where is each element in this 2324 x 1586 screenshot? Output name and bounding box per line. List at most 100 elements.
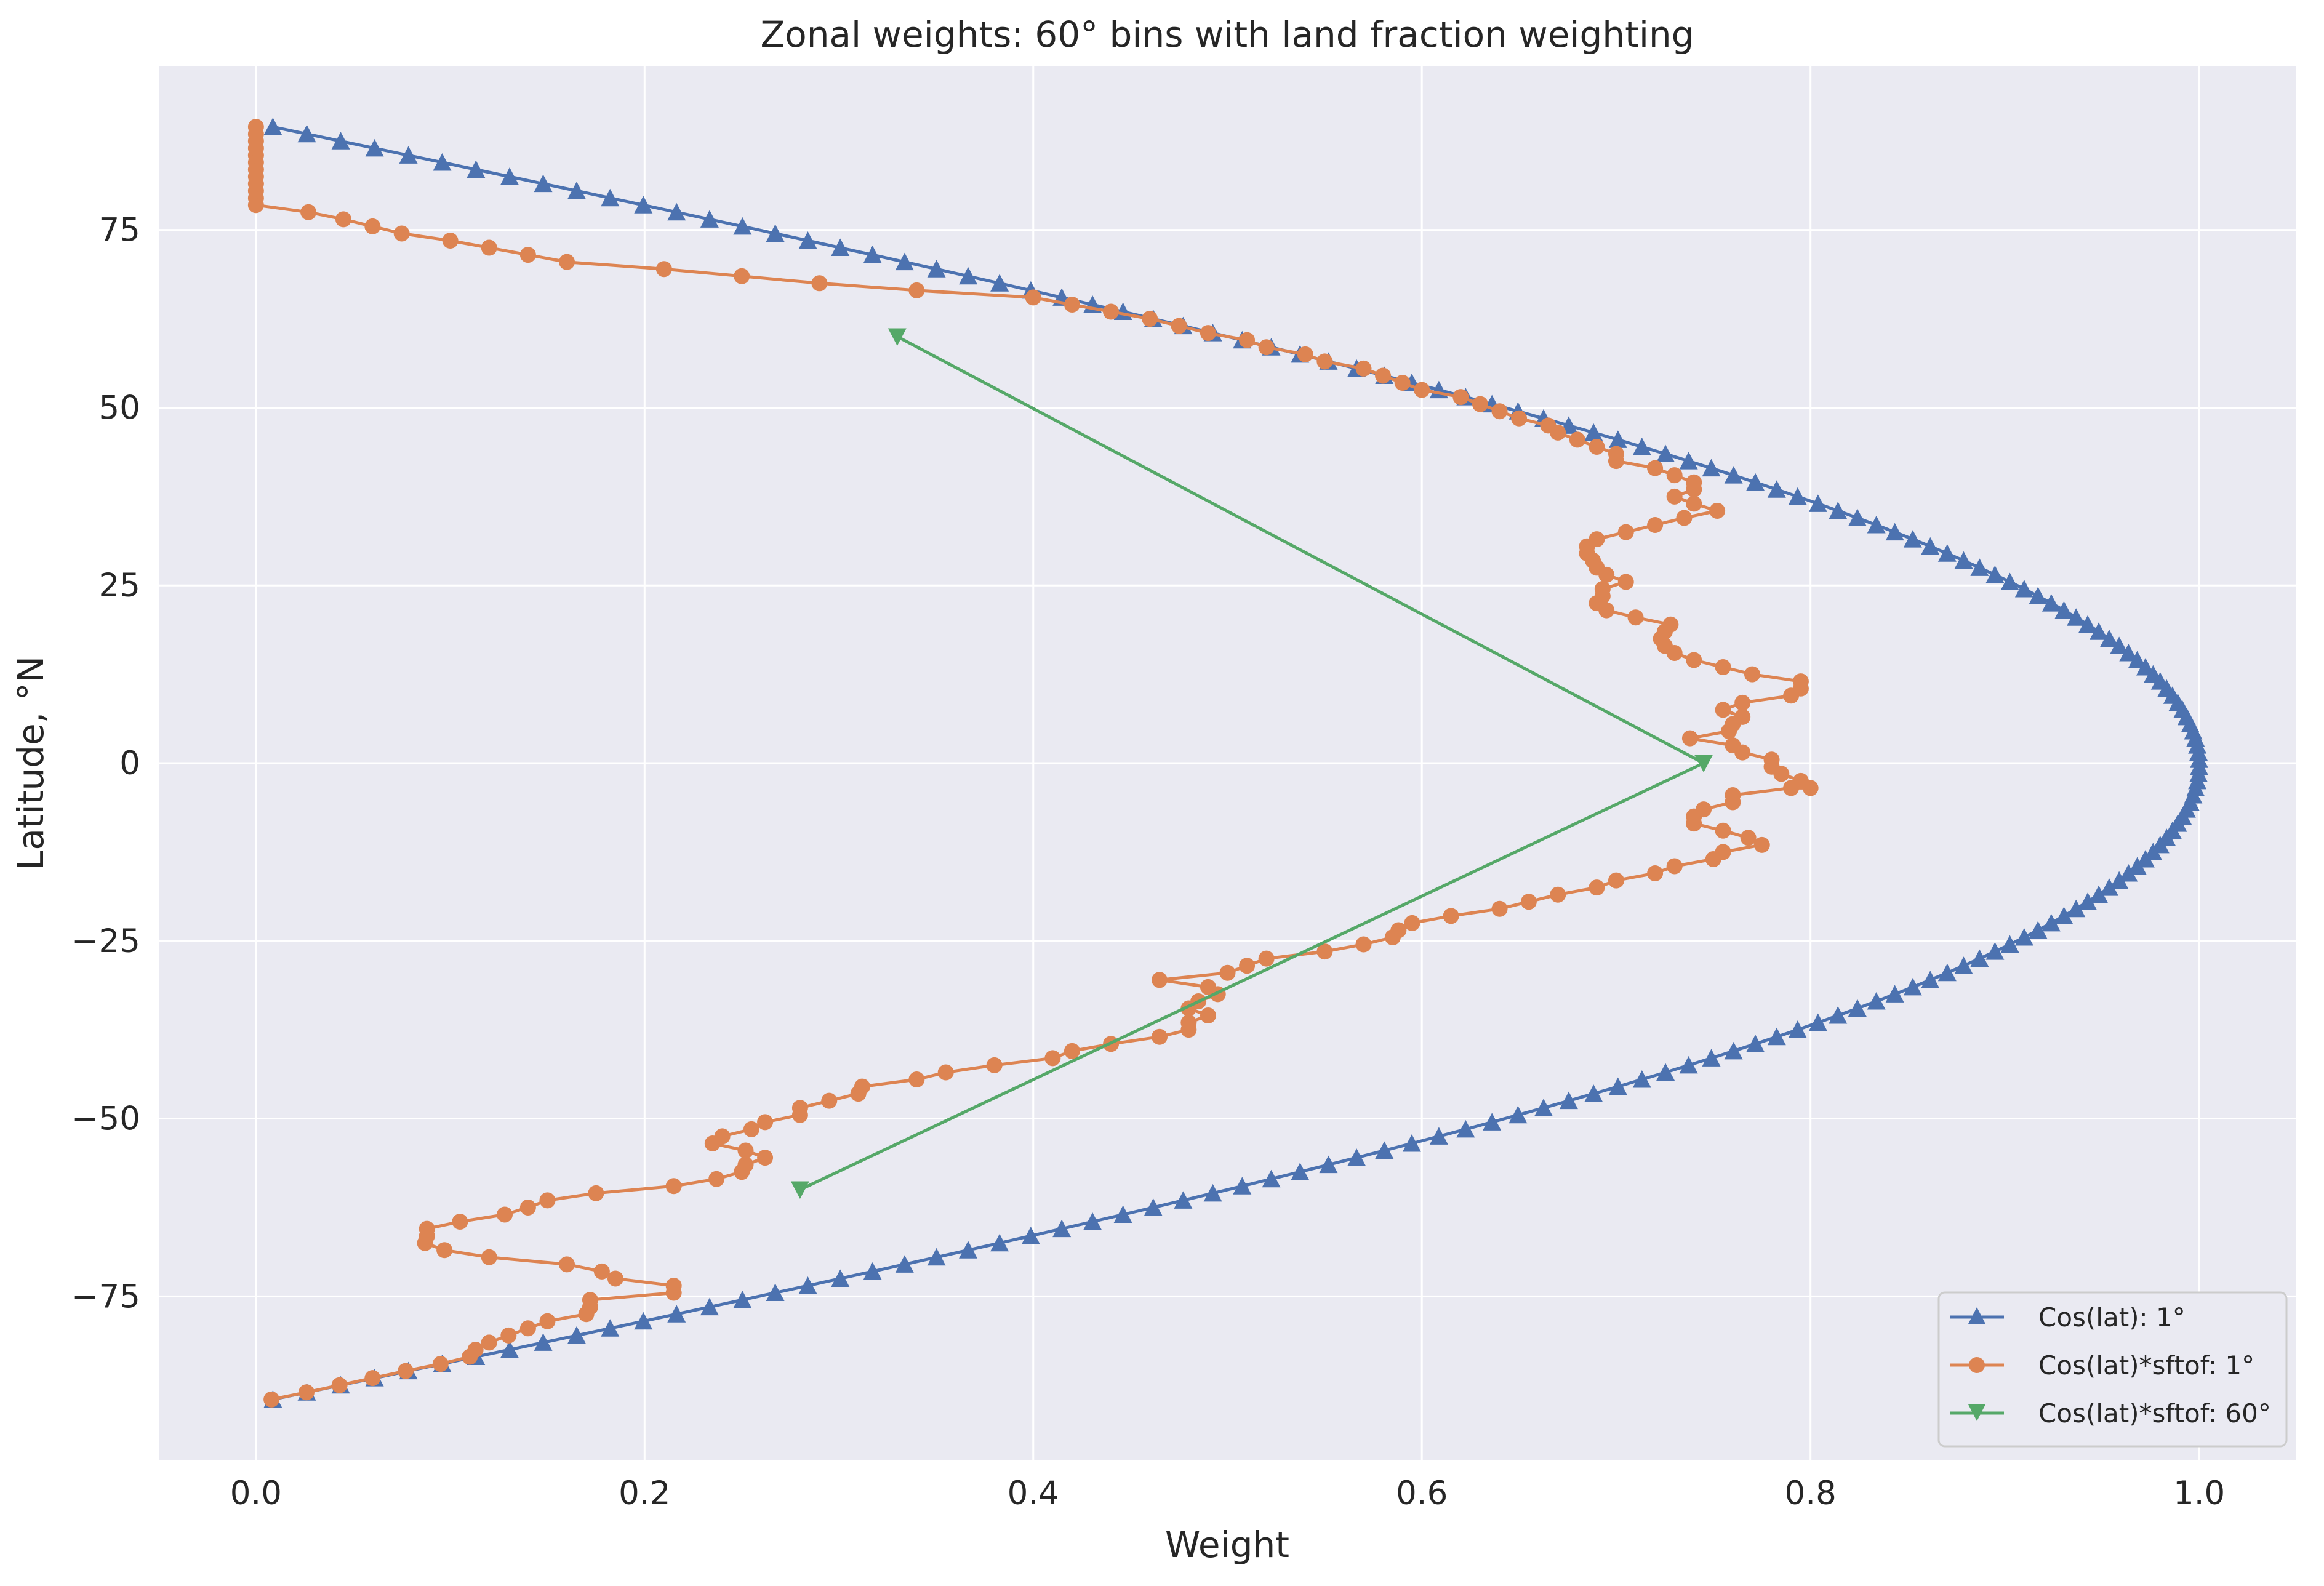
data-point: [1715, 659, 1731, 676]
data-point: [2000, 935, 2019, 953]
data-point: [1608, 872, 1624, 889]
data-point: [1390, 922, 1407, 939]
data-point: [1746, 1035, 1765, 1052]
legend-marker-cos-lat: [1968, 1307, 1985, 1324]
data-point: [700, 1297, 719, 1316]
data-point: [1921, 971, 1940, 988]
data-point: [601, 1319, 620, 1337]
data-point: [757, 1150, 774, 1166]
data-point: [766, 1283, 785, 1302]
data-point: [1355, 360, 1372, 377]
data-point: [1702, 459, 1721, 477]
data-point: [714, 1128, 731, 1145]
data-point: [1656, 444, 1675, 463]
data-point: [708, 1171, 725, 1187]
legend-label-cos-lat-sftof-60: Cos(lat)*sftof: 60°: [2038, 1398, 2271, 1428]
data-point: [567, 1326, 586, 1344]
data-point: [1686, 474, 1702, 491]
data-point: [1200, 979, 1216, 995]
data-point: [1744, 666, 1760, 683]
data-point: [2119, 643, 2138, 662]
data-point: [1025, 289, 1041, 306]
data-point: [1316, 943, 1333, 960]
data-point: [1083, 1212, 1102, 1230]
data-point: [1937, 544, 1957, 562]
data-point: [1702, 1049, 1721, 1067]
data-point: [1174, 1191, 1193, 1209]
data-point: [1483, 1113, 1502, 1131]
data-point: [2089, 885, 2108, 903]
data-point: [1686, 495, 1702, 512]
data-point: [1647, 460, 1664, 476]
data-point: [831, 238, 850, 257]
data-point: [2078, 615, 2098, 633]
data-point: [863, 1262, 882, 1280]
data-point: [1681, 730, 1698, 747]
data-point: [790, 1181, 809, 1200]
data-point: [2014, 928, 2034, 946]
data-point: [1608, 1077, 1627, 1095]
data-point: [1715, 822, 1731, 839]
data-point: [433, 153, 452, 171]
data-point: [1985, 942, 2005, 960]
data-point: [481, 239, 497, 256]
data-point: [331, 132, 350, 150]
data-point: [1347, 1148, 1366, 1166]
data-point: [895, 252, 914, 271]
data-point: [990, 274, 1009, 292]
data-point: [1647, 517, 1664, 534]
data-point: [1679, 1055, 1698, 1074]
data-point: [1258, 950, 1275, 967]
data-point: [1903, 530, 1922, 548]
data-point: [1829, 501, 1848, 519]
data-point: [1262, 1169, 1281, 1188]
data-point: [1608, 446, 1624, 462]
data-point: [519, 1199, 536, 1216]
data-point: [559, 1256, 575, 1273]
data-point: [667, 1305, 686, 1323]
data-point: [1632, 437, 1651, 455]
data-point: [500, 167, 519, 185]
data-point: [1491, 900, 1508, 917]
data-point: [733, 1291, 752, 1308]
x-tick-label: 0.6: [1396, 1475, 1448, 1512]
data-point: [1540, 417, 1557, 434]
data-point: [1443, 908, 1459, 924]
data-point: [1569, 431, 1585, 448]
x-axis-label: Weight: [1165, 1524, 1289, 1566]
data-point: [1394, 375, 1411, 391]
data-point: [700, 210, 719, 228]
data-point: [335, 211, 351, 228]
data-point: [1021, 1227, 1040, 1244]
data-point: [442, 233, 459, 249]
data-point: [1402, 1134, 1421, 1152]
data-point: [634, 196, 653, 214]
data-point: [467, 160, 486, 178]
series-3: [790, 328, 1713, 1200]
data-point: [757, 1114, 774, 1131]
y-tick-label: 0: [119, 745, 140, 782]
legend-label-cos-lat: Cos(lat): 1°: [2038, 1302, 2186, 1332]
data-point: [1589, 438, 1605, 455]
data-point: [467, 1341, 484, 1358]
data-point: [1808, 1013, 1827, 1031]
data-point: [2110, 871, 2129, 889]
data-point: [667, 202, 686, 221]
data-point: [1584, 423, 1603, 441]
data-point: [1724, 1041, 1743, 1060]
data-point: [734, 268, 750, 284]
legend-marker-cos-lat-sftof-1: [1969, 1357, 1985, 1373]
data-point: [1589, 879, 1605, 896]
data-point: [1239, 332, 1256, 348]
data-point: [634, 1312, 653, 1330]
data-point: [1559, 1091, 1578, 1110]
data-point: [1647, 865, 1664, 882]
y-tick-label: −75: [71, 1278, 140, 1315]
data-point: [665, 1278, 682, 1294]
data-point: [539, 1192, 556, 1209]
data-point: [1200, 1007, 1216, 1024]
data-point: [1954, 551, 1973, 569]
data-point: [1746, 473, 1765, 491]
y-tick-label: 25: [99, 567, 140, 604]
data-point: [2054, 907, 2074, 924]
